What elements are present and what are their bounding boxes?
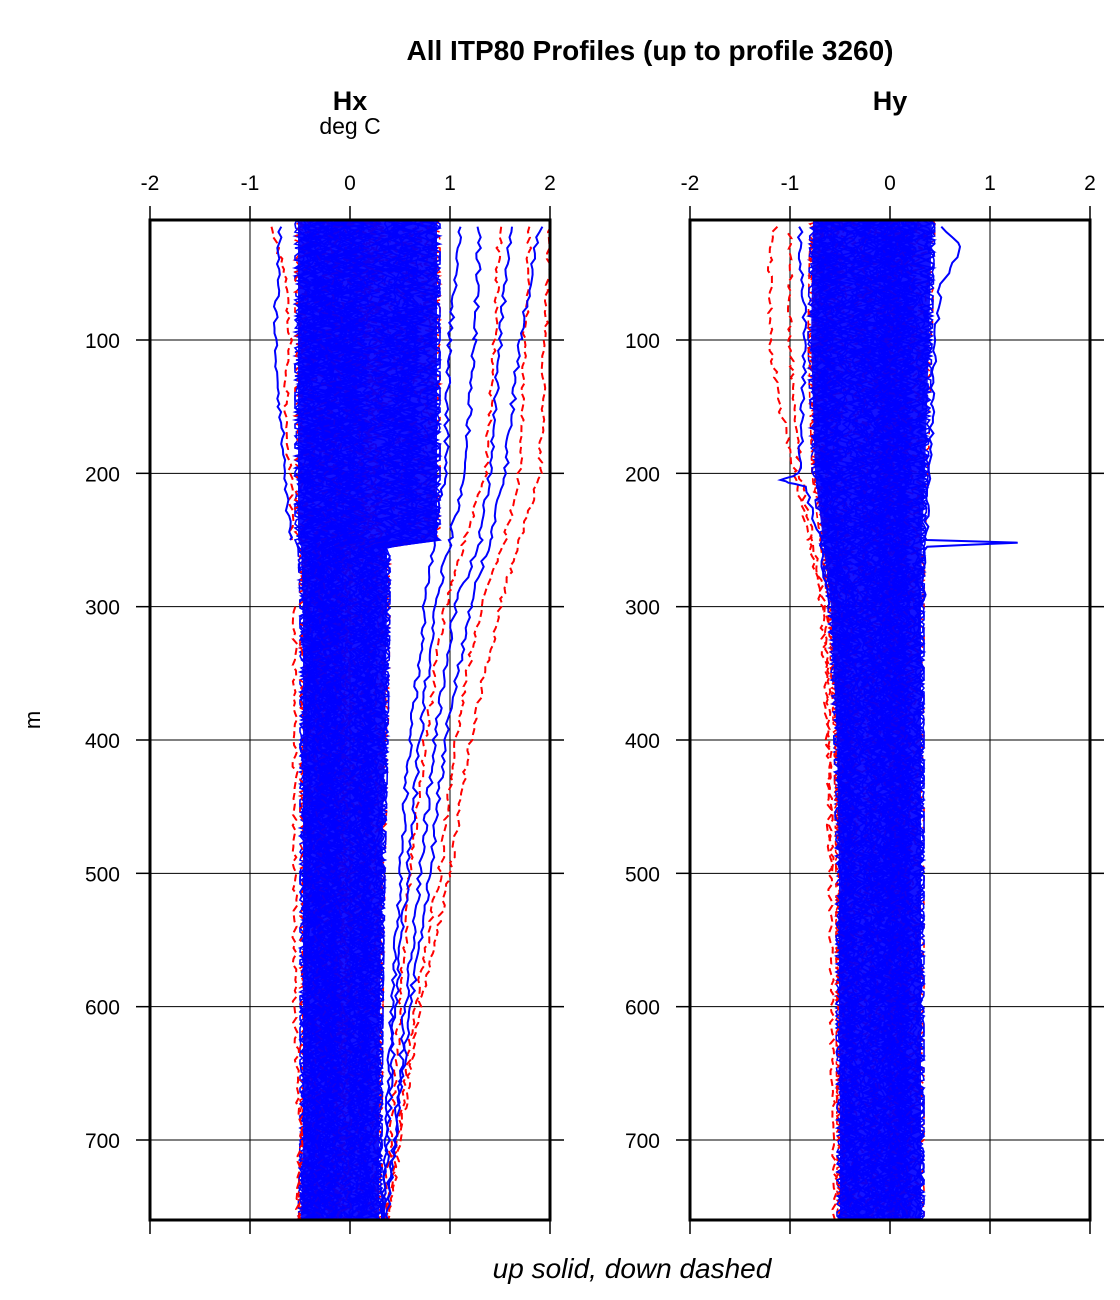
up-profile-line xyxy=(382,226,513,1220)
x-tick-label: -1 xyxy=(781,172,800,195)
data-layer xyxy=(766,220,1018,1220)
down-profile-line xyxy=(385,226,533,1220)
y-tick-label: 700 xyxy=(85,1130,120,1153)
up-profile-line xyxy=(919,226,1018,608)
x-tick-label: -2 xyxy=(681,172,700,195)
x-tick-label: 2 xyxy=(1084,172,1096,195)
data-layer xyxy=(270,220,550,1220)
panel-title-hy: Hy xyxy=(873,86,908,116)
y-tick-label: 600 xyxy=(625,997,660,1020)
y-tick-label: 300 xyxy=(85,597,120,620)
down-profile-line xyxy=(787,232,835,874)
y-tick-label: 300 xyxy=(625,597,660,620)
down-profile-line xyxy=(382,226,503,1220)
x-tick-label: 0 xyxy=(344,172,356,195)
y-tick-label: 100 xyxy=(625,330,660,353)
y-tick-label: 200 xyxy=(85,463,120,486)
panel-units-hx: deg C xyxy=(319,113,380,139)
profile-density-core xyxy=(811,220,932,1220)
x-tick-label: -2 xyxy=(141,172,160,195)
y-tick-label: 500 xyxy=(85,863,120,886)
x-tick-label: -1 xyxy=(241,172,260,195)
y-tick-label: 200 xyxy=(625,463,660,486)
y-tick-label: 600 xyxy=(85,997,120,1020)
panel-hy: Hy -2 -1 0 1 2 100 200 300 400 500 600 700 xyxy=(625,86,1104,1234)
footer-label: up solid, down dashed xyxy=(493,1253,773,1284)
down-profile-line xyxy=(270,226,295,541)
y-tick-label: 100 xyxy=(85,330,120,353)
y-tick-label: 700 xyxy=(625,1130,660,1153)
x-tick-label: 1 xyxy=(984,172,996,195)
up-profile-line xyxy=(272,226,294,541)
y-tick-label: 400 xyxy=(625,730,660,753)
panel-title-hx: Hx xyxy=(333,86,368,116)
x-tick-label: 2 xyxy=(544,172,556,195)
y-tick-label: 400 xyxy=(85,730,120,753)
down-profile-line xyxy=(387,226,550,1220)
up-profile-line xyxy=(777,226,831,608)
chart-title: All ITP80 Profiles (up to profile 3260) xyxy=(407,35,894,66)
up-profile-line xyxy=(379,226,463,1220)
x-tick-label: 0 xyxy=(884,172,896,195)
down-profile-line xyxy=(766,225,839,1220)
x-tick-label: 1 xyxy=(444,172,456,195)
profile-density-core xyxy=(298,220,437,1220)
up-profile-line xyxy=(381,226,482,1220)
up-profile-line xyxy=(384,226,544,1220)
y-axis-label: m xyxy=(20,711,45,729)
y-tick-label: 500 xyxy=(625,863,660,886)
